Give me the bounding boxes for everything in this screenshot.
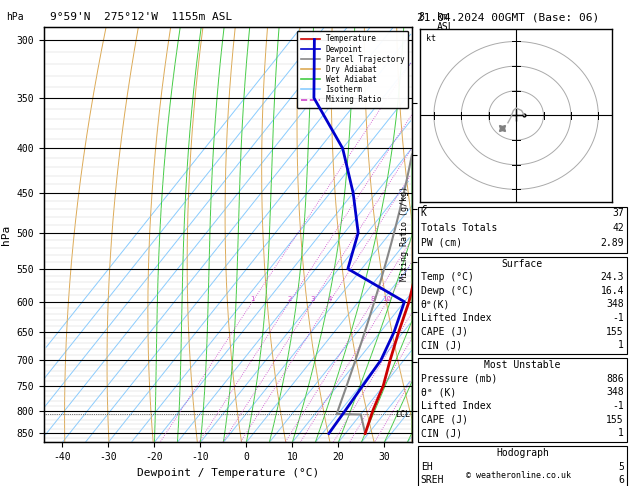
Text: 42: 42 <box>612 223 624 233</box>
Text: CAPE (J): CAPE (J) <box>421 327 468 337</box>
Text: 886: 886 <box>606 374 624 384</box>
Text: Lifted Index: Lifted Index <box>421 313 491 323</box>
Text: Lifted Index: Lifted Index <box>421 401 491 411</box>
Legend: Temperature, Dewpoint, Parcel Trajectory, Dry Adiabat, Wet Adiabat, Isotherm, Mi: Temperature, Dewpoint, Parcel Trajectory… <box>297 31 408 108</box>
Text: PW (cm): PW (cm) <box>421 238 462 248</box>
Text: ASL: ASL <box>437 22 455 32</box>
Text: 21.04.2024 00GMT (Base: 06): 21.04.2024 00GMT (Base: 06) <box>417 12 599 22</box>
Text: CAPE (J): CAPE (J) <box>421 415 468 425</box>
Text: Dewp (°C): Dewp (°C) <box>421 286 474 296</box>
Text: 1: 1 <box>250 295 255 302</box>
Text: -1: -1 <box>612 313 624 323</box>
Text: CIN (J): CIN (J) <box>421 428 462 438</box>
Y-axis label: hPa: hPa <box>1 225 11 244</box>
Text: km: km <box>437 12 449 22</box>
Text: 5: 5 <box>618 462 624 472</box>
Text: 348: 348 <box>606 299 624 310</box>
Text: 24.3: 24.3 <box>601 272 624 282</box>
Text: 1: 1 <box>618 340 624 350</box>
Text: Mixing Ratio (g/kg): Mixing Ratio (g/kg) <box>400 186 409 281</box>
Text: 9°59'N  275°12'W  1155m ASL: 9°59'N 275°12'W 1155m ASL <box>50 12 233 22</box>
Text: θᵉ(K): θᵉ(K) <box>421 299 450 310</box>
Text: 4: 4 <box>328 295 332 302</box>
Text: kt: kt <box>426 35 436 43</box>
Text: 8: 8 <box>370 295 375 302</box>
Text: 2.89: 2.89 <box>601 238 624 248</box>
Text: EH: EH <box>421 462 433 472</box>
Text: 8: 8 <box>418 12 424 22</box>
Text: 6: 6 <box>618 475 624 486</box>
Text: SREH: SREH <box>421 475 444 486</box>
Text: 2: 2 <box>287 295 292 302</box>
X-axis label: Dewpoint / Temperature (°C): Dewpoint / Temperature (°C) <box>137 468 319 478</box>
Text: θᵉ (K): θᵉ (K) <box>421 387 456 398</box>
Text: Totals Totals: Totals Totals <box>421 223 497 233</box>
Text: Hodograph: Hodograph <box>496 448 549 458</box>
Text: © weatheronline.co.uk: © weatheronline.co.uk <box>467 471 571 480</box>
Text: Pressure (mb): Pressure (mb) <box>421 374 497 384</box>
Text: Most Unstable: Most Unstable <box>484 360 560 370</box>
Text: CIN (J): CIN (J) <box>421 340 462 350</box>
Text: 10: 10 <box>382 295 391 302</box>
Text: 37: 37 <box>612 208 624 219</box>
Text: 348: 348 <box>606 387 624 398</box>
Text: LCL: LCL <box>394 410 409 419</box>
Text: -1: -1 <box>612 401 624 411</box>
Text: 155: 155 <box>606 327 624 337</box>
Text: Surface: Surface <box>502 259 543 269</box>
Text: 1: 1 <box>618 428 624 438</box>
Text: Temp (°C): Temp (°C) <box>421 272 474 282</box>
Text: hPa: hPa <box>6 12 24 22</box>
Text: K: K <box>421 208 426 219</box>
Text: 3: 3 <box>311 295 315 302</box>
Text: 16.4: 16.4 <box>601 286 624 296</box>
Text: 155: 155 <box>606 415 624 425</box>
